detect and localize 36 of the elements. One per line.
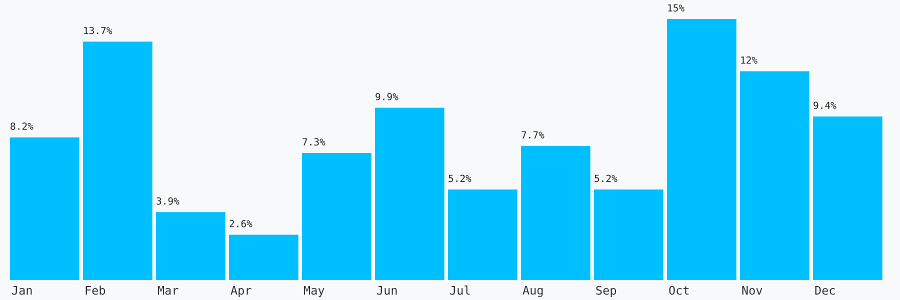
bar: [302, 152, 372, 280]
bar: [594, 190, 664, 280]
data-label: 9.4%: [814, 102, 836, 109]
x-tick-label: Mar: [158, 286, 178, 295]
bar: [10, 137, 80, 280]
data-label: 9.9%: [376, 92, 398, 100]
data-label: 5.2%: [448, 174, 472, 182]
x-tick-label: Dec: [815, 286, 835, 295]
data-label: 15%: [668, 4, 684, 12]
bar: [813, 116, 882, 280]
x-tick-label: Nov: [742, 286, 762, 295]
data-label: 12%: [741, 56, 758, 64]
data-label: 8.2%: [10, 122, 34, 130]
data-label: 5.2%: [594, 174, 618, 182]
x-tick-label: Jan: [12, 286, 32, 295]
bar: [740, 71, 810, 280]
bar: [667, 19, 736, 280]
data-label: 3.9%: [156, 197, 180, 205]
x-tick-label: Jul: [450, 286, 470, 295]
x-tick-label: May: [304, 286, 324, 298]
bar: [375, 108, 444, 280]
data-label: 2.6%: [230, 220, 252, 228]
bar: [83, 42, 152, 280]
bar: [229, 234, 298, 280]
bar: [521, 146, 590, 280]
bar: [156, 212, 226, 280]
data-label: 13.7%: [84, 26, 112, 34]
x-tick-label: Aug: [522, 286, 543, 298]
bar: [448, 190, 518, 280]
x-tick-label: Feb: [86, 286, 106, 295]
data-label: 7.7%: [522, 131, 544, 138]
x-tick-label: Oct: [669, 286, 689, 295]
x-tick-label: Jun: [377, 286, 397, 295]
x-tick-label: Apr: [230, 286, 252, 298]
data-label: 7.3%: [302, 138, 326, 146]
x-tick-label: Sep: [596, 286, 616, 298]
